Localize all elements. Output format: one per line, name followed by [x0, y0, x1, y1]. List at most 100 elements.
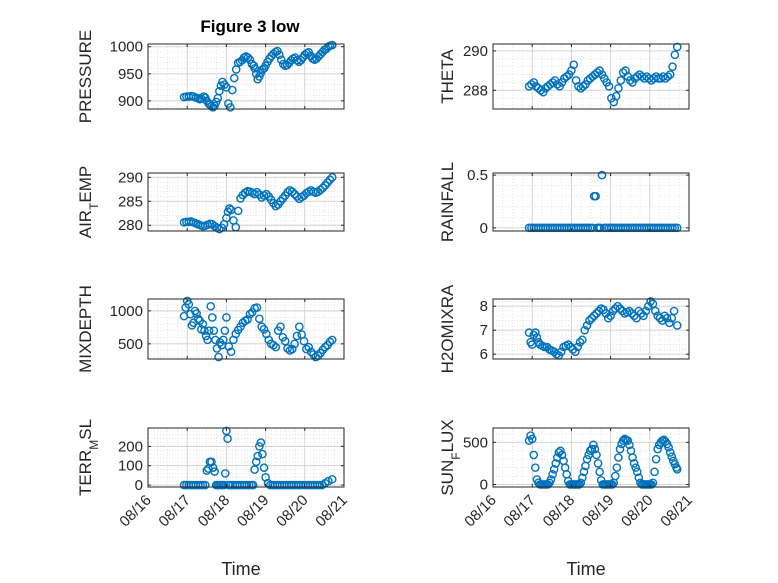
data-point: [634, 473, 644, 483]
data-point: [251, 457, 261, 467]
data-point: [574, 480, 584, 489]
y-axis-label: PRESSURE: [76, 30, 95, 124]
data-point: [259, 325, 269, 334]
data-point: [575, 337, 585, 347]
data-point: [229, 73, 239, 83]
axes-box: [147, 298, 345, 360]
data-point: [664, 443, 673, 452]
data-point: [614, 84, 623, 93]
data-point: [625, 76, 635, 85]
data-point: [206, 301, 216, 311]
data-point: [587, 313, 597, 323]
data-point: [207, 313, 217, 322]
data-point: [287, 187, 297, 196]
data-point: [250, 189, 259, 199]
data-point: [552, 453, 562, 462]
data-point: [672, 464, 682, 474]
data-point: [615, 304, 625, 313]
data-point: [276, 322, 285, 331]
data-point: [569, 60, 579, 69]
data-point: [214, 352, 223, 362]
data-point: [320, 342, 330, 352]
data-point: [573, 342, 582, 352]
y-tick-label: 285: [118, 193, 143, 210]
data-point: [280, 336, 290, 346]
data-point: [632, 467, 642, 477]
axes-background: [148, 428, 344, 487]
axes-box: [492, 172, 690, 232]
data-point: [629, 459, 639, 468]
data-point: [219, 480, 229, 490]
y-tick-label: 0: [135, 477, 143, 494]
data-point: [639, 311, 648, 321]
data-point: [650, 467, 659, 477]
data-point: [647, 480, 656, 489]
subplot-1: 900 950 1000 PRESSURE: [76, 30, 345, 124]
data-point: [669, 306, 679, 316]
data-point: [631, 463, 640, 472]
y-tick-label: 0.5: [467, 167, 488, 184]
data-point: [641, 306, 651, 316]
data-point: [327, 335, 337, 345]
data-point: [672, 321, 682, 330]
data-point: [192, 309, 201, 318]
data-point: [548, 78, 557, 87]
data-point: [665, 70, 675, 79]
data-point: [258, 449, 267, 459]
data-point: [603, 313, 613, 323]
y-tick-label: 500: [463, 434, 488, 451]
data-point: [611, 91, 621, 101]
data-point: [643, 301, 653, 311]
data-point: [306, 347, 316, 357]
data-point: [269, 340, 278, 350]
data-point: [252, 303, 262, 312]
data-point: [556, 446, 565, 456]
data-point: [225, 204, 234, 213]
data-point: [532, 333, 542, 342]
subplot-4: 0 0.5 RAINFALL: [438, 162, 690, 242]
data-point: [593, 459, 603, 468]
data-point: [556, 347, 566, 357]
data-point: [592, 68, 602, 77]
data-point: [220, 326, 230, 335]
data-point: [290, 189, 299, 199]
data-point: [244, 480, 254, 490]
data-point: [529, 450, 539, 460]
axes-box: [492, 427, 690, 488]
data-point: [667, 452, 677, 461]
data-point: [527, 80, 536, 89]
data-point: [578, 82, 588, 91]
data-point: [304, 342, 314, 352]
axes-box: [147, 427, 345, 488]
data-point: [211, 97, 221, 107]
data-point: [563, 340, 573, 349]
y-tick-label: 288: [463, 82, 488, 99]
data-point: [653, 444, 662, 454]
data-point: [255, 442, 264, 451]
data-point: [667, 313, 677, 323]
subplot-5: 500 1000 MIXDEPTH: [76, 285, 345, 373]
data-point: [587, 444, 597, 454]
data-point: [580, 325, 590, 335]
data-point: [262, 189, 271, 199]
data-point: [227, 85, 237, 95]
data-point: [242, 480, 252, 490]
data-point: [184, 299, 194, 309]
data-point: [651, 454, 661, 464]
data-point: [636, 309, 646, 318]
axes-box: [147, 43, 345, 110]
y-axis-label: THETA: [438, 49, 457, 104]
data-point: [592, 450, 601, 460]
data-point: [220, 469, 230, 478]
data-point: [198, 480, 208, 490]
data-point: [604, 82, 614, 91]
data-point: [670, 50, 680, 60]
data-point: [315, 480, 324, 490]
data-point: [316, 185, 325, 195]
data-point: [256, 438, 266, 447]
data-point: [245, 55, 255, 65]
data-point: [615, 444, 625, 454]
data-point: [250, 465, 259, 474]
data-point: [243, 53, 253, 62]
axes-box: [147, 172, 345, 232]
